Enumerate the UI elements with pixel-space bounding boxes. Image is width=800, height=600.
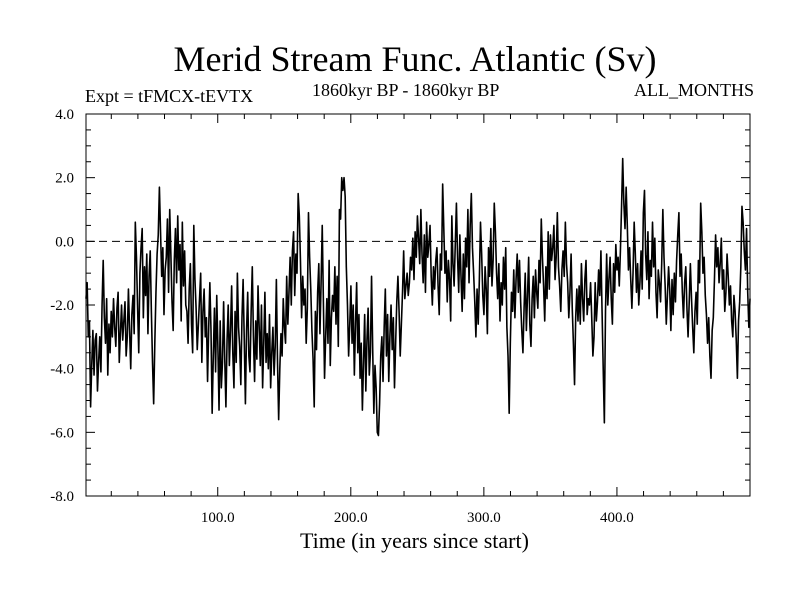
y-tick-label: -2.0	[50, 298, 74, 314]
months-annotation: ALL_MONTHS	[634, 80, 754, 100]
x-tick-label: 100.0	[201, 510, 235, 526]
x-axis-label: Time (in years since start)	[300, 528, 529, 553]
period-annotation: 1860kyr BP - 1860kyr BP	[312, 80, 500, 100]
x-tick-label: 200.0	[334, 510, 368, 526]
chart-title: Merid Stream Func. Atlantic (Sv)	[173, 39, 657, 79]
y-tick-label: -8.0	[50, 489, 74, 505]
x-tick-label: 300.0	[467, 510, 501, 526]
y-tick-label: -6.0	[50, 425, 74, 441]
y-tick-label: 0.0	[55, 234, 74, 250]
y-tick-label: 2.0	[55, 171, 74, 187]
y-tick-label: 4.0	[55, 107, 74, 123]
axis-ticks	[86, 113, 750, 497]
experiment-annotation: Expt = tFMCX-tEVTX	[85, 86, 254, 106]
y-tick-label: -4.0	[50, 362, 74, 378]
axis-tick-labels: 4.0 2.0 0.0 -2.0 -4.0 -6.0 -8.0 100.0 200.0 300.0…	[50, 107, 634, 526]
series-line	[85, 157, 751, 437]
x-tick-label: 400.0	[600, 510, 634, 526]
